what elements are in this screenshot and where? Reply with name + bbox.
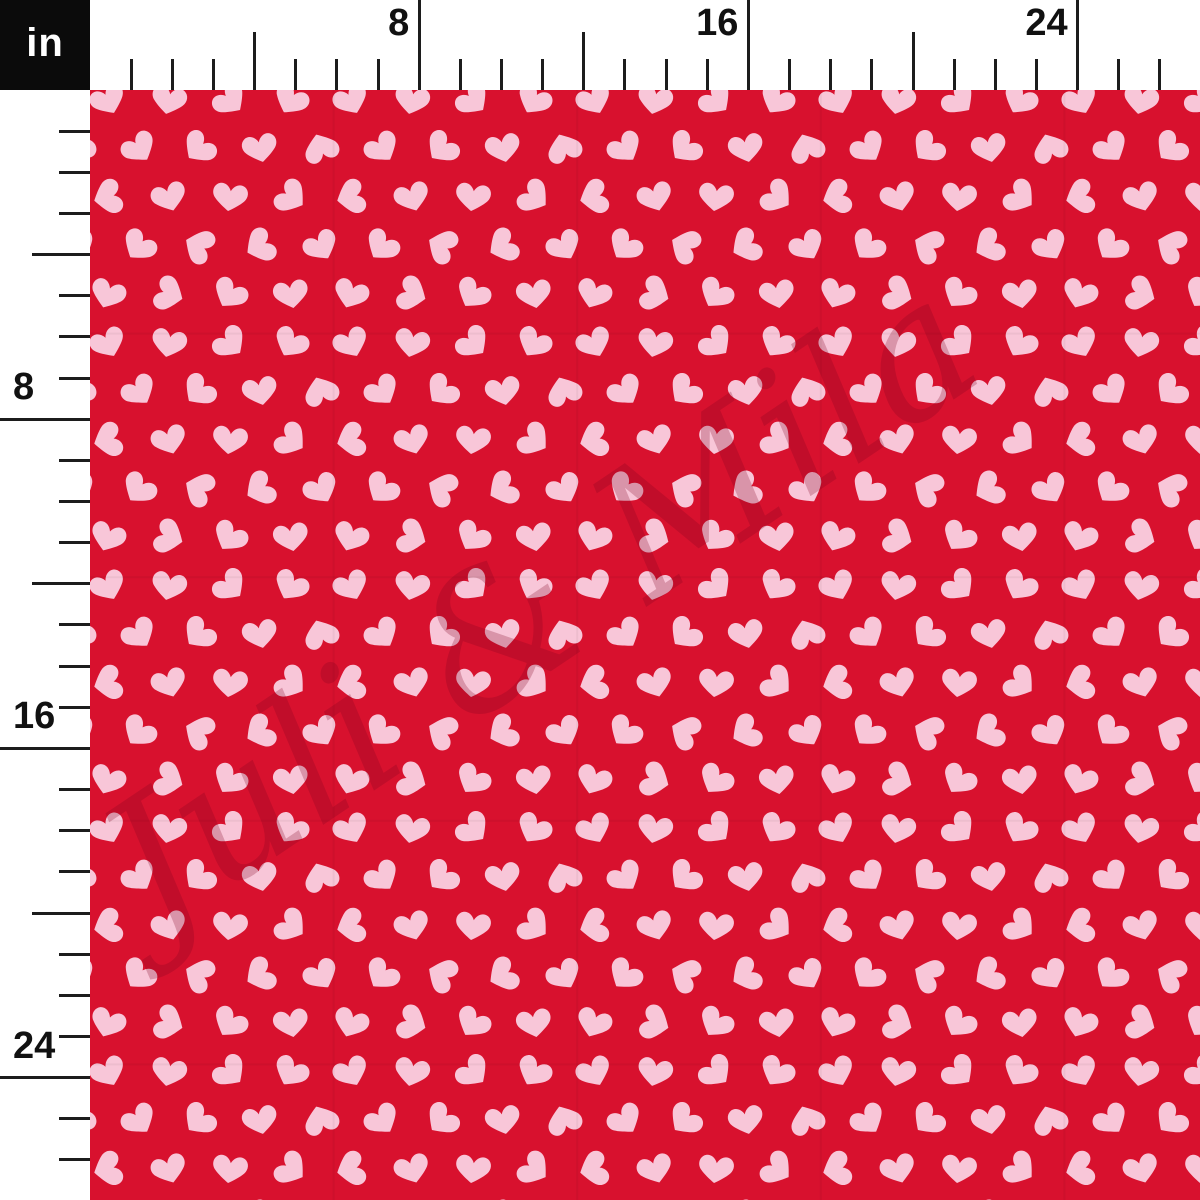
left-ruler-number: 24 — [13, 1024, 56, 1067]
top-ruler-number: 16 — [696, 2, 739, 44]
ruler-tick — [746, 0, 750, 90]
ruler-tick — [582, 32, 586, 90]
ruler-tick — [59, 993, 90, 997]
ruler-tick — [788, 59, 792, 90]
ruler-tick — [376, 59, 380, 90]
ruler-tick — [253, 32, 257, 90]
unit-label: in — [26, 21, 64, 65]
ruler-tick — [32, 582, 90, 586]
ruler-tick — [170, 59, 174, 90]
ruler-tick — [0, 417, 90, 421]
ruler-tick — [952, 59, 956, 90]
ruler-tick — [0, 746, 90, 750]
ruler-tick — [59, 376, 90, 380]
ruler-tick — [911, 32, 915, 90]
tile-seams — [90, 90, 1200, 1200]
ruler-tick — [129, 59, 133, 90]
ruler-tick — [59, 129, 90, 133]
ruler-tick — [541, 59, 545, 90]
ruler-tick — [59, 623, 90, 627]
ruler-tick — [59, 458, 90, 462]
ruler-tick — [500, 59, 503, 90]
ruler-tick — [417, 0, 421, 90]
top-ruler-number: 24 — [1025, 2, 1068, 44]
ruler-tick — [335, 59, 339, 90]
ruler-tick — [1076, 0, 1080, 90]
top-ruler-number: 8 — [388, 2, 410, 44]
ruler-tick — [1117, 59, 1121, 90]
ruler-tick — [294, 59, 298, 90]
ruler-tick — [59, 1158, 90, 1162]
ruler-tick — [32, 253, 90, 257]
ruler-tick — [59, 664, 90, 668]
ruler-tick — [211, 59, 215, 90]
ruler-tick — [59, 1117, 90, 1121]
ruler-tick — [59, 829, 90, 833]
ruler-tick — [59, 170, 90, 174]
left-ruler: 8 16 24 — [0, 90, 90, 1200]
ruler-tick — [664, 59, 668, 90]
ruler-tick — [59, 211, 90, 215]
ruler-tick — [1158, 59, 1162, 90]
ruler-tick — [1034, 59, 1038, 90]
ruler-tick — [59, 335, 90, 339]
ruler-tick — [59, 500, 90, 503]
ruler-tick — [458, 59, 462, 90]
ruler-tick — [59, 788, 90, 792]
fabric-swatch: Juli & Mila — [90, 90, 1200, 1200]
ruler-tick — [59, 705, 90, 709]
corner-unit-badge: in — [0, 0, 90, 90]
ruler-tick — [993, 59, 997, 90]
ruler-tick — [59, 541, 90, 545]
top-ruler: 8 16 24 — [90, 0, 1200, 90]
ruler-tick — [32, 911, 90, 915]
ruler-tick — [0, 1076, 90, 1080]
ruler-tick — [705, 59, 709, 90]
ruler-tick — [59, 294, 90, 298]
ruler-tick — [59, 1034, 90, 1038]
left-ruler-number: 8 — [13, 366, 35, 409]
left-ruler-number: 16 — [13, 695, 56, 738]
ruler-tick — [59, 870, 90, 874]
ruler-tick — [59, 952, 90, 956]
ruler-tick — [829, 59, 833, 90]
hearts-pattern — [90, 90, 1200, 1200]
ruler-tick — [623, 59, 627, 90]
ruler-tick — [870, 59, 874, 90]
